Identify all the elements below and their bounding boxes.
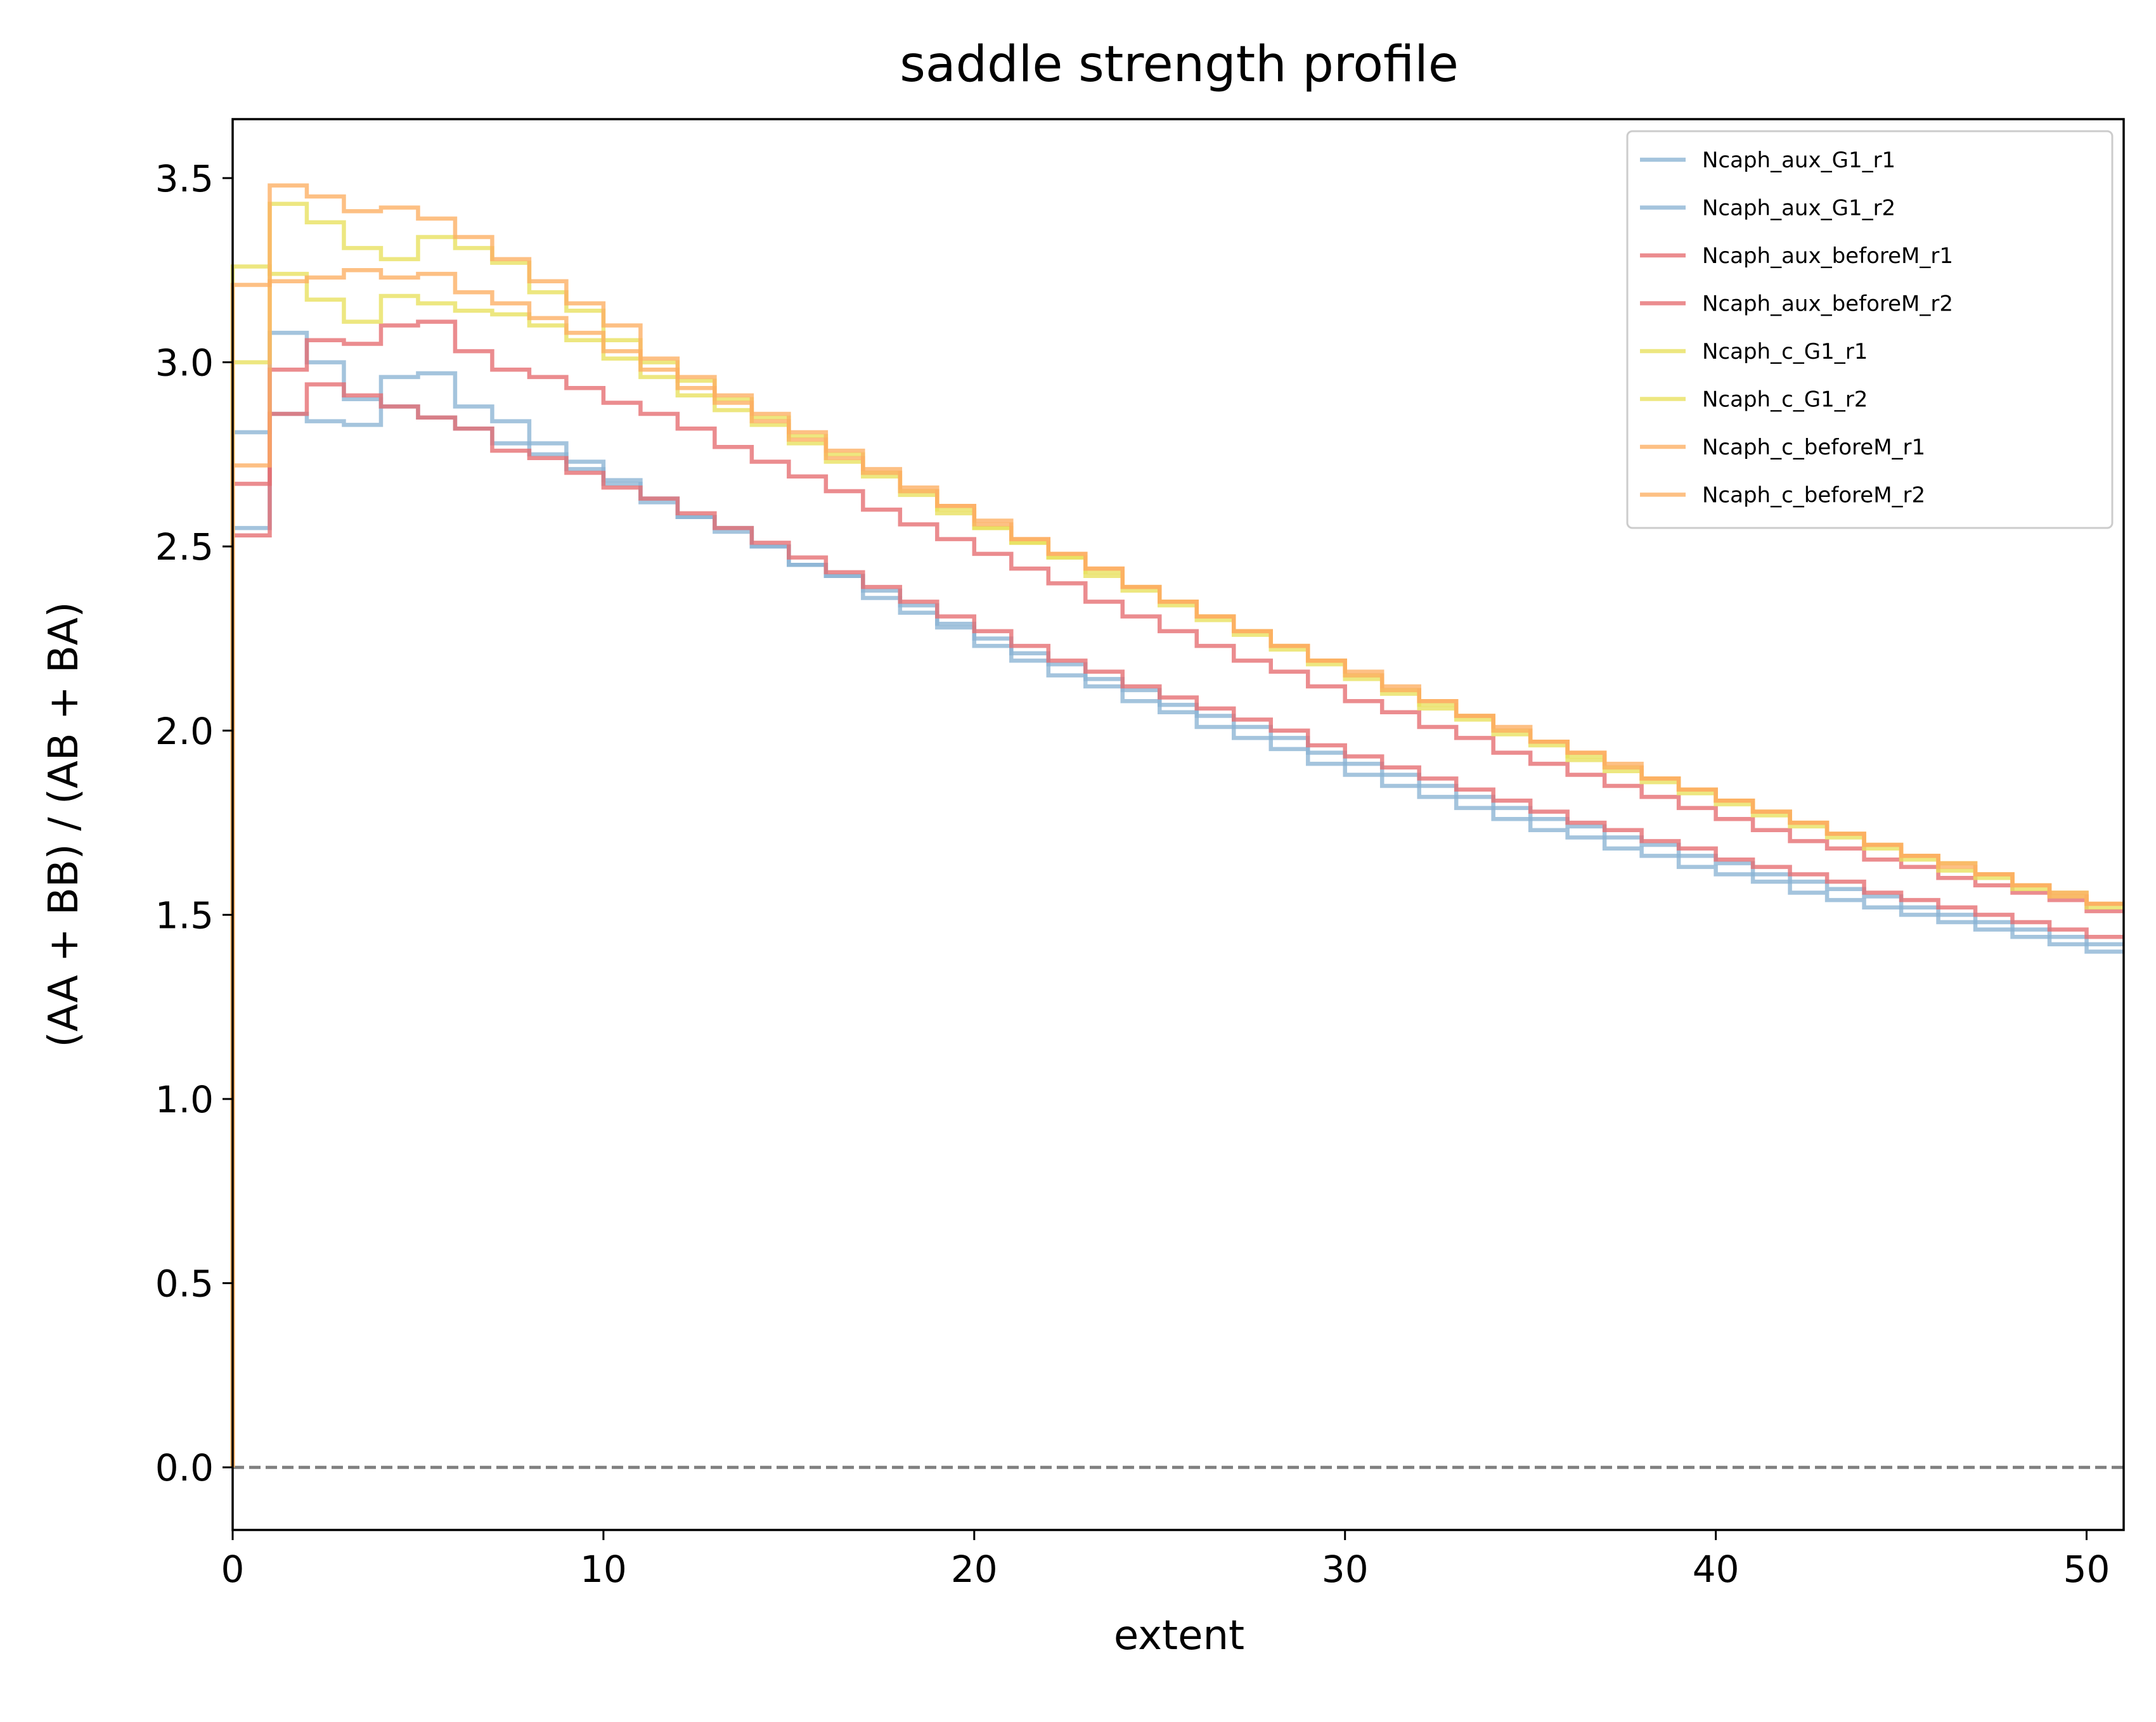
legend-entry-label: Ncaph_c_beforeM_r2 [1702,483,1925,508]
series-line-Ncaph_c_G1_r2 [230,202,2124,1468]
series-line-Ncaph_aux_beforeM_r1 [230,382,2124,1468]
legend-entry-label: Ncaph_c_G1_r2 [1702,387,1868,413]
x-tick-label: 50 [2063,1548,2110,1591]
y-tick-label: 1.5 [155,894,214,937]
chart-title: saddle strength profile [900,36,1459,93]
legend: Ncaph_aux_G1_r1 Ncaph_aux_G1_r2 Ncaph_aux_… [1626,130,2114,529]
y-tick-label: 1.0 [155,1078,214,1121]
legend-entry-label: Ncaph_aux_beforeM_r2 [1702,292,1953,317]
x-axis: 0 10 20 30 40 50 [221,1530,2110,1591]
series-line-Ncaph_aux_beforeM_r2 [230,319,2124,1468]
y-tick-label: 0.5 [155,1263,214,1306]
series-line-Ncaph_c_beforeM_r2 [230,183,2124,1468]
legend-entry-label: Ncaph_aux_G1_r2 [1702,196,1895,221]
y-axis-label: (AA + BB) / (AB + BA) [41,601,87,1047]
x-tick-label: 10 [580,1548,627,1591]
y-axis: 0.0 0.5 1.0 1.5 2.0 2.5 3.0 3.5 [155,157,233,1489]
legend-entry-label: Ncaph_aux_beforeM_r1 [1702,243,1953,269]
legend-entry-label: Ncaph_c_beforeM_r1 [1702,435,1925,460]
legend-entry-label: Ncaph_aux_G1_r1 [1702,148,1895,173]
y-tick-label: 3.5 [155,157,214,200]
y-tick-label: 2.0 [155,710,214,753]
x-tick-label: 0 [221,1548,245,1591]
x-tick-label: 40 [1693,1548,1740,1591]
series-layer [230,183,2124,1468]
x-tick-label: 30 [1322,1548,1369,1591]
y-tick-label: 2.5 [155,525,214,569]
y-tick-label: 0.0 [155,1446,214,1489]
series-line-Ncaph_aux_G1_r2 [230,371,2124,1468]
y-tick-label: 3.0 [155,342,214,385]
x-axis-label: extent [1114,1612,1244,1659]
legend-box [1626,130,2114,529]
legend-entry-label: Ncaph_c_G1_r1 [1702,339,1868,364]
x-tick-label: 20 [951,1548,998,1591]
plot-frame [231,118,2125,1531]
